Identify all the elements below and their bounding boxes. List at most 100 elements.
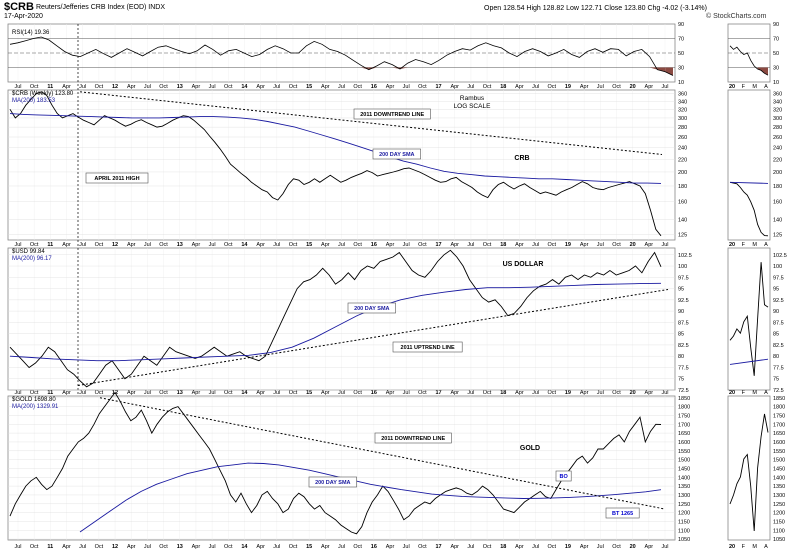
rsi-tick-label: 70 — [678, 37, 684, 43]
x-axis-label: Apr — [62, 390, 71, 396]
x-axis-label: Oct — [159, 390, 168, 396]
x-axis-label: Oct — [289, 544, 298, 550]
x-axis-label: Jul — [467, 544, 474, 550]
zoom-x-axis-label: 20 — [729, 390, 735, 396]
gold-zoom-tick-label: 1300 — [773, 493, 785, 499]
x-axis-label: 15 — [306, 242, 312, 248]
rsi-zoom-tick-label: 50 — [773, 51, 779, 57]
x-axis-label: Jul — [79, 84, 86, 90]
usd-price-line — [9, 249, 662, 388]
rsi-legend: RSI(14) 19.36 — [12, 30, 50, 36]
x-axis-label: Jul — [273, 242, 280, 248]
x-axis-label: Oct — [95, 84, 104, 90]
x-axis-label: Jul — [14, 390, 21, 396]
zoom-x-axis-label: A — [764, 390, 768, 396]
x-axis-label: Jul — [467, 84, 474, 90]
zoom-x-axis-label: 20 — [729, 84, 735, 90]
crb-downtrend-line — [79, 91, 663, 155]
gold-tick-label: 1800 — [678, 405, 690, 411]
x-axis-label: Oct — [95, 390, 104, 396]
x-axis-label: Jul — [661, 390, 668, 396]
zoom-x-axis-label: M — [752, 242, 757, 248]
gold-tick-label: 1300 — [678, 493, 690, 499]
gold-tick-label: 1450 — [678, 466, 690, 472]
gold-zoom-tick-label: 1450 — [773, 466, 785, 472]
x-axis-label: 11 — [47, 390, 53, 396]
x-axis-label: Apr — [192, 84, 201, 90]
x-axis-label: Jul — [338, 84, 345, 90]
crb-zoom-tick-label: 220 — [773, 157, 782, 163]
gold-sma-annotation-box — [308, 476, 357, 488]
x-axis-label: Oct — [30, 544, 39, 550]
x-axis-label: 17 — [435, 544, 441, 550]
usd-zoom-tick-label: 92.5 — [773, 298, 784, 304]
x-axis-label: Jul — [209, 242, 216, 248]
x-axis-label: Oct — [612, 544, 621, 550]
crb-price-line — [9, 91, 662, 237]
zoom-x-axis-label: A — [764, 544, 768, 550]
usd-zoom-tick-label: 82.5 — [773, 343, 784, 349]
x-axis-label: Jul — [532, 84, 539, 90]
crb-sma-annotation-box — [372, 148, 421, 160]
usd-zoom-frame — [727, 247, 771, 391]
gold-zoom-tick-label: 1350 — [773, 484, 785, 490]
crb-title-label: CRB — [514, 155, 529, 162]
usd-title-label: US DOLLAR — [503, 261, 544, 268]
usd-zoom-tick-label: 80 — [773, 354, 779, 360]
usd-uptrend-annotation: 2011 UPTREND LINE — [401, 345, 455, 351]
x-axis-label: Jul — [597, 242, 604, 248]
x-axis-label: Jul — [661, 242, 668, 248]
rsi-zoom-tick-label: 30 — [773, 66, 779, 72]
x-axis-label: Jul — [532, 390, 539, 396]
x-axis-label: Jul — [209, 84, 216, 90]
x-axis-label: Oct — [224, 390, 233, 396]
x-axis-label: Apr — [192, 544, 201, 550]
zoom-x-axis-label: F — [742, 544, 746, 550]
usd-zoom-tick-label: 97.5 — [773, 275, 784, 281]
zoom-x-axis-label: F — [742, 390, 746, 396]
crb-tick-label: 125 — [678, 233, 687, 239]
crb-tick-label: 300 — [678, 116, 687, 122]
gold-zoom-tick-label: 1250 — [773, 502, 785, 508]
crb-tick-label: 340 — [678, 99, 687, 105]
x-axis-label: Oct — [547, 390, 556, 396]
crb-zoom-tick-label: 360 — [773, 92, 782, 98]
gold-legend: $GOLD 1698.80 — [12, 397, 56, 403]
x-axis-label: 20 — [630, 390, 636, 396]
usd-zoom-tick-label: 100 — [773, 264, 782, 270]
rsi-zoom-tick-label: 70 — [773, 37, 779, 43]
x-axis-label: Apr — [450, 84, 459, 90]
x-axis-label: 20 — [630, 242, 636, 248]
x-axis-label: Oct — [353, 242, 362, 248]
x-axis-label: 12 — [112, 242, 118, 248]
x-axis-label: Jul — [79, 242, 86, 248]
x-axis-label: Jul — [209, 390, 216, 396]
x-axis-label: 13 — [177, 390, 183, 396]
crb-tick-label: 200 — [678, 170, 687, 176]
rsi-oversold-fill — [657, 67, 666, 72]
gold-zoom-tick-label: 1850 — [773, 396, 785, 402]
gold-tick-label: 1050 — [678, 537, 690, 543]
x-axis-label: Jul — [597, 84, 604, 90]
rsi-oversold-fill — [649, 67, 658, 70]
gold-tick-label: 1500 — [678, 458, 690, 464]
zoom-x-axis-label: M — [752, 390, 757, 396]
gold-title-label: GOLD — [520, 445, 540, 452]
x-axis-label: Apr — [580, 544, 589, 550]
x-axis-label: Apr — [515, 84, 524, 90]
x-axis-label: 13 — [177, 544, 183, 550]
gold-zoom-tick-label: 1400 — [773, 475, 785, 481]
x-axis-label: 12 — [112, 544, 118, 550]
usd-tick-label: 95 — [678, 287, 684, 293]
x-axis-label: 18 — [500, 242, 506, 248]
usd-tick-label: 100 — [678, 264, 687, 270]
gold-tick-label: 1850 — [678, 396, 690, 402]
rsi-line — [9, 36, 674, 76]
x-axis-label: Apr — [580, 390, 589, 396]
x-axis-label: Jul — [273, 544, 280, 550]
x-axis-label: Apr — [256, 242, 265, 248]
usd-sma-line — [9, 282, 662, 362]
usd-tick-label: 102.5 — [678, 253, 692, 259]
x-axis-label: Jul — [144, 84, 151, 90]
x-axis-label: Jul — [403, 544, 410, 550]
